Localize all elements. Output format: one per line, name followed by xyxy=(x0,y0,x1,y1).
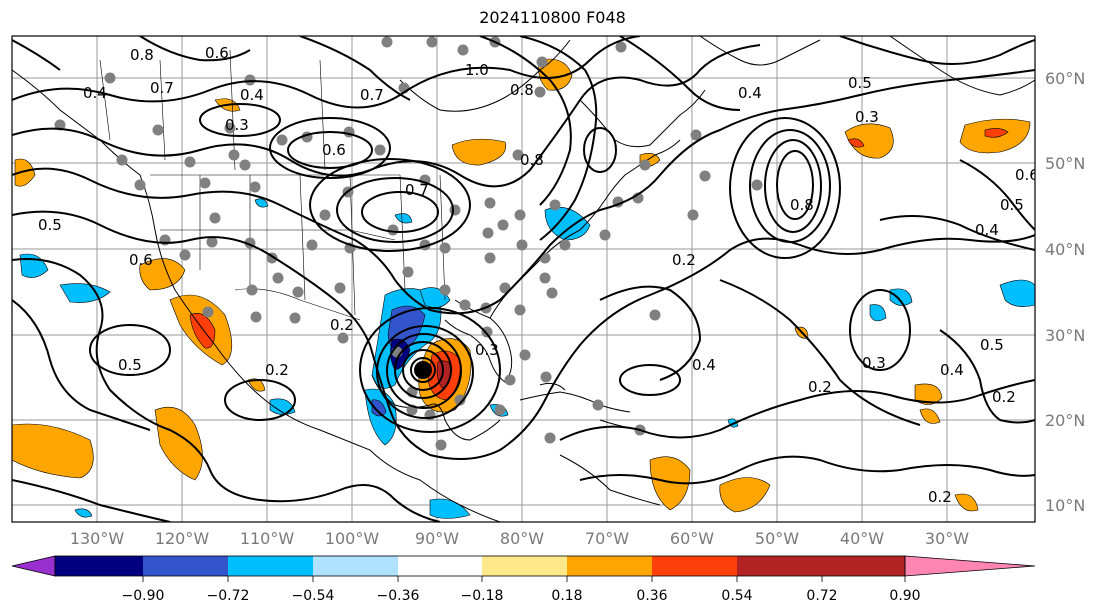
colorbar-tick-label: −0.72 xyxy=(207,588,250,604)
contour-label: 0.8 xyxy=(130,46,154,64)
contour-label: 0.5 xyxy=(980,336,1004,354)
contour-label: 0.6 xyxy=(1015,166,1039,184)
colorbar-segment xyxy=(398,556,482,576)
lon-label: 50°W xyxy=(755,529,799,548)
figure-title: 2024110800 F048 xyxy=(479,8,626,27)
map-frame xyxy=(11,35,1036,523)
contour-label: 0.2 xyxy=(992,388,1016,406)
contour-label: 0.4 xyxy=(83,84,107,102)
contour-lines xyxy=(12,36,1035,522)
lon-label: 70°W xyxy=(585,529,629,548)
hurricane-center-marker xyxy=(414,361,432,379)
contour-label: 0.8 xyxy=(790,196,814,214)
colorbar-tick-label: −0.54 xyxy=(292,588,335,604)
contour-label: 1.0 xyxy=(465,61,489,79)
lat-label: 40°N xyxy=(1045,240,1085,259)
colorbar-extend-right xyxy=(904,555,1036,577)
contour-label: 0.4 xyxy=(975,221,999,239)
contour-label: 0.4 xyxy=(240,86,264,104)
contour-label: 0.3 xyxy=(475,341,499,359)
lat-label: 10°N xyxy=(1045,496,1085,515)
contour-label: 0.2 xyxy=(928,488,952,506)
contour-label: 0.4 xyxy=(738,84,762,102)
colorbar-segment xyxy=(567,556,652,576)
contour-label: 0.6 xyxy=(205,44,229,62)
contour-label: 0.2 xyxy=(330,316,354,334)
contour-label: 0.6 xyxy=(322,141,346,159)
colorbar-tick-label: −0.36 xyxy=(377,588,420,604)
contour-label: 0.3 xyxy=(855,108,879,126)
lon-label: 130°W xyxy=(70,529,125,548)
contour-label: 0.7 xyxy=(405,181,429,199)
contour-label: 0.5 xyxy=(1000,196,1024,214)
colorbar-segment xyxy=(228,556,313,576)
colorbar-tick-label: 0.36 xyxy=(636,588,667,604)
colorbar-segment xyxy=(737,556,822,576)
lon-label: 120°W xyxy=(155,529,210,548)
lon-label: 80°W xyxy=(500,529,544,548)
colorbar: −0.90 −0.72 −0.54 −0.36 −0.18 0.18 0.36 … xyxy=(11,555,1036,604)
colorbar-segment xyxy=(822,556,905,576)
colorbar-tick-label: 0.90 xyxy=(889,588,920,604)
lat-label: 20°N xyxy=(1045,411,1085,430)
contour-label: 0.3 xyxy=(225,116,249,134)
contour-label: 0.2 xyxy=(808,378,832,396)
contour-label-group: 0.8 0.6 0.7 0.4 0.4 1.0 0.8 0.3 0.6 0.7 … xyxy=(38,44,1039,506)
lat-label: 60°N xyxy=(1045,69,1085,88)
lon-label: 90°W xyxy=(415,529,459,548)
contour-label: 0.4 xyxy=(940,361,964,379)
colorbar-tick-label: −0.18 xyxy=(461,588,504,604)
colorbar-extend-left xyxy=(11,555,56,577)
lat-label: 50°N xyxy=(1045,154,1085,173)
contour-label: 0.3 xyxy=(862,354,886,372)
contour-label: 0.5 xyxy=(118,356,142,374)
contour-label: 0.8 xyxy=(510,81,534,99)
contour-label: 0.2 xyxy=(265,361,289,379)
lat-label: 30°N xyxy=(1045,326,1085,345)
colorbar-tick-label: 0.72 xyxy=(806,588,837,604)
contour-label: 0.2 xyxy=(672,251,696,269)
lon-label: 60°W xyxy=(670,529,714,548)
colorbar-tick-label: 0.54 xyxy=(721,588,752,604)
contour-label: 0.4 xyxy=(692,356,716,374)
contour-label: 0.5 xyxy=(848,74,872,92)
colorbar-tick-label: −0.90 xyxy=(122,588,165,604)
contour-label: 0.7 xyxy=(150,79,174,97)
lon-label: 100°W xyxy=(325,529,380,548)
latitude-labels: 60°N 50°N 40°N 30°N 20°N 10°N xyxy=(1045,69,1085,515)
contour-label: 0.8 xyxy=(520,151,544,169)
lon-label: 40°W xyxy=(840,529,884,548)
lon-label: 30°W xyxy=(925,529,969,548)
colorbar-tick-label: 0.18 xyxy=(551,588,582,604)
lon-label: 110°W xyxy=(240,529,295,548)
colorbar-segment xyxy=(652,556,737,576)
colorbar-segment xyxy=(55,556,143,576)
longitude-labels: 130°W 120°W 110°W 100°W 90°W 80°W 70°W 6… xyxy=(70,529,969,548)
colorbar-segment xyxy=(313,556,398,576)
contour-label: 0.7 xyxy=(360,86,384,104)
colorbar-segment xyxy=(143,556,228,576)
colorbar-segment xyxy=(482,556,567,576)
contour-label: 0.6 xyxy=(129,251,153,269)
contour-label: 0.5 xyxy=(38,216,62,234)
